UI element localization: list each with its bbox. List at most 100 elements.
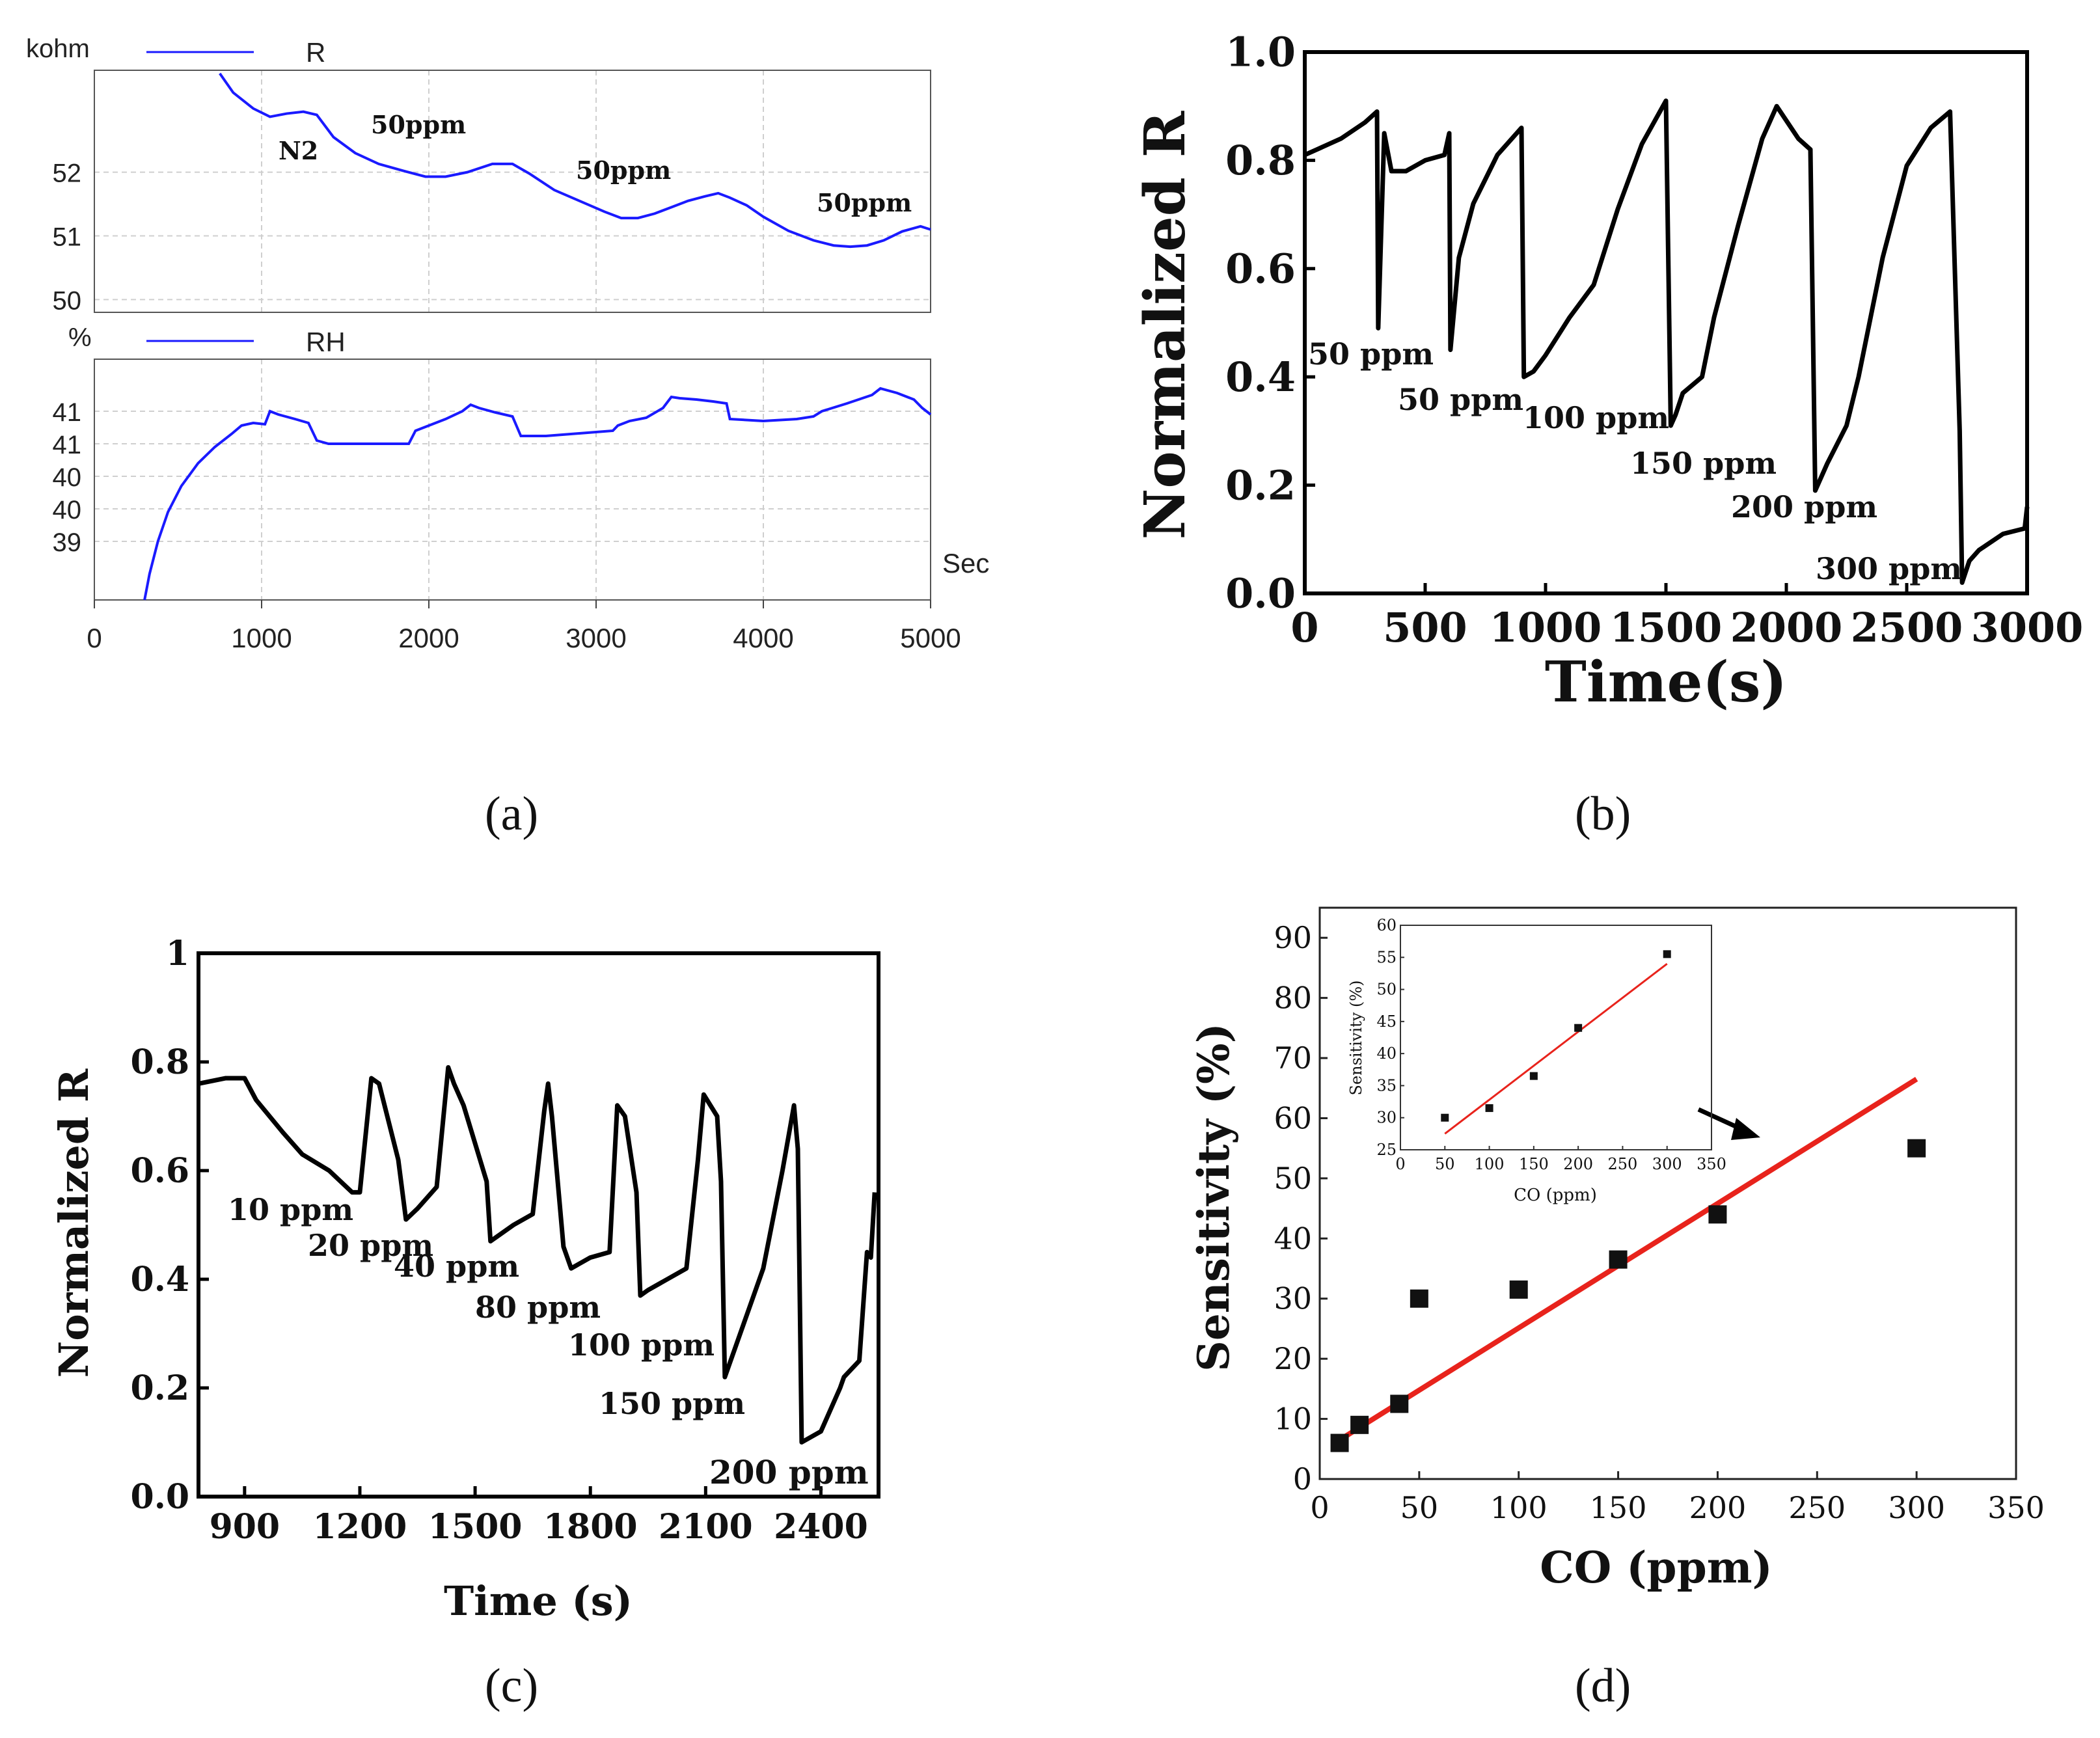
d-y-tick-label: 40 [1274, 1221, 1312, 1256]
c-annotation-3: 40 ppm [394, 1249, 519, 1284]
b-y-tick-label: 0.4 [1225, 353, 1296, 401]
c-x-tick-label: 2400 [774, 1507, 868, 1547]
inset-y-tick-label: 50 [1376, 981, 1397, 999]
c-annotation-7: 200 ppm [709, 1453, 869, 1491]
annotation-50ppm-1: 50ppm [371, 110, 466, 139]
r-unit-label: kohm [26, 34, 90, 63]
panel-a-x-tick-label: 5000 [900, 623, 961, 653]
inset-x-tick-label: 150 [1519, 1155, 1549, 1173]
annotation-50ppm-3: 50ppm [817, 188, 912, 217]
inset-y-tick-label: 60 [1376, 916, 1397, 934]
panel-b-x-label: Time(s) [1545, 649, 1787, 715]
d-y-tick-label: 80 [1274, 981, 1312, 1016]
c-y-tick-label: 0.8 [131, 1042, 189, 1082]
rh-y-tick-label: 41 [53, 431, 82, 459]
r-series-line [219, 72, 931, 249]
d-x-tick-label: 100 [1490, 1490, 1548, 1525]
inset-frame [1400, 925, 1712, 1150]
d-x-tick-label: 250 [1788, 1490, 1846, 1525]
inset-y-tick-label: 45 [1376, 1012, 1397, 1031]
inset-y-tick-label: 30 [1376, 1109, 1397, 1127]
inset-x-tick-label: 0 [1395, 1155, 1405, 1173]
inset-y-tick-label: 25 [1376, 1141, 1397, 1159]
rh-y-tick-label: 41 [53, 398, 82, 427]
rh-plot-frame [94, 359, 931, 601]
panel-c-frame [197, 951, 880, 1499]
c-annotation-2: 20 ppm [308, 1228, 433, 1263]
r-plot-grid [94, 70, 931, 312]
panel-d-fit-line [1338, 1077, 1918, 1443]
d-x-tick-label: 350 [1987, 1490, 2045, 1525]
b-x-tick-label: 2000 [1730, 604, 1843, 651]
panel-label-c: (c) [485, 1659, 538, 1713]
b-y-tick-label: 0.2 [1225, 461, 1296, 509]
panel-b-y-label: Normalized R [1132, 111, 1198, 539]
d-y-tick-label: 0 [1293, 1461, 1312, 1497]
b-x-tick-label: 2500 [1851, 604, 1963, 651]
panel-label-b: (b) [1575, 787, 1631, 841]
c-y-tick-label: 1 [166, 934, 189, 973]
panel-label-d: (d) [1575, 1659, 1631, 1713]
b-y-tick-label: 0.8 [1225, 137, 1296, 184]
panel-b-ticks: 0 500 1000 1500 2000 2500 3000 0.0 0.2 0.4 0.6 0.8 1… [1225, 29, 2083, 651]
inset-x-tick-label: 250 [1608, 1155, 1638, 1173]
b-x-tick-label: 1000 [1490, 604, 1602, 651]
r-y-tick-label: 50 [53, 286, 82, 315]
panel-a-x-tick-labels: 0 1000 2000 3000 4000 5000 [87, 600, 961, 653]
b-y-tick-label: 1.0 [1225, 29, 1296, 76]
panel-c: 900 1200 1500 1800 2100 24000.00.20.40.60.81 … [50, 934, 880, 1713]
panel-a-rh-plot: % RH 41 41 40 40 39 0 1000 2000 3000 4000 5000 Se… [53, 323, 990, 653]
rh-series-line [143, 387, 932, 601]
d-data-point [1907, 1139, 1926, 1158]
c-y-tick-label: 0.2 [131, 1368, 189, 1408]
b-annotation-5: 200 ppm [1731, 489, 1877, 524]
panel-label-a: (a) [485, 787, 538, 841]
inset-data-point [1663, 950, 1671, 958]
d-data-point [1390, 1394, 1409, 1413]
d-x-tick-label: 150 [1590, 1490, 1647, 1525]
panel-d-inset: 0 50 100 150 200 250 300 350 25 30 35 40 45 50 55 60 CO… [1347, 916, 1726, 1205]
inset-y-label: Sensitivity (%) [1347, 980, 1365, 1095]
inset-data-point [1529, 1072, 1538, 1080]
c-y-tick-label: 0.0 [131, 1477, 189, 1517]
inset-data-point [1574, 1024, 1583, 1032]
panel-d-frame [1318, 906, 2017, 1480]
panel-b: 0 500 1000 1500 2000 2500 3000 0.0 0.2 0.4 0.6 0.8 1… [1132, 29, 2083, 841]
c-annotation-4: 80 ppm [475, 1290, 601, 1325]
c-x-tick-label: 1200 [313, 1507, 407, 1547]
d-data-point [1330, 1433, 1349, 1452]
rh-y-tick-label: 39 [53, 528, 82, 557]
d-data-point [1509, 1280, 1528, 1299]
d-data-point [1609, 1250, 1628, 1269]
b-annotation-2: 50 ppm [1398, 382, 1523, 417]
c-x-tick-label: 900 [210, 1507, 280, 1547]
panel-d-data-points [1330, 1139, 1926, 1452]
b-x-tick-label: 3000 [1971, 604, 2084, 651]
panel-c-series-line [198, 1065, 877, 1445]
arrow-icon [1697, 1107, 1760, 1140]
c-x-tick-label: 1500 [428, 1507, 523, 1547]
c-annotation-5: 100 ppm [568, 1327, 715, 1363]
b-x-tick-label: 1500 [1610, 604, 1723, 651]
panel-d-x-label: CO (ppm) [1540, 1542, 1773, 1593]
panel-a-x-label: Sec [942, 548, 989, 578]
rh-y-tick-label: 40 [53, 496, 82, 524]
panel-d: 0 50 100 150 200 250 300 3500102030405060708090… [1188, 906, 2045, 1713]
inset-x-tick-label: 350 [1697, 1155, 1726, 1173]
c-annotation-6: 150 ppm [599, 1386, 745, 1421]
panel-d-y-label: Sensitivity (%) [1188, 1023, 1239, 1372]
panel-c-x-label: Time (s) [444, 1577, 633, 1625]
panel-a-x-tick-label: 0 [87, 623, 102, 653]
d-data-point [1708, 1205, 1727, 1224]
d-y-tick-label: 90 [1274, 920, 1312, 955]
annotation-n2: N2 [279, 136, 318, 165]
r-y-tick-labels: 52 51 50 [53, 159, 82, 316]
inset-ticks: 0 50 100 150 200 250 300 350 25 30 35 40 45 50 55 60 [1376, 916, 1726, 1173]
d-x-tick-label: 200 [1689, 1490, 1747, 1525]
panel-b-series-line [1303, 98, 2030, 585]
panel-c-y-label: Normalized R [50, 1068, 98, 1378]
b-annotation-4: 150 ppm [1630, 446, 1777, 481]
panel-c-ticks: 900 1200 1500 1800 2100 2400 0.0 0.2 0.4 0.6 0.8 1 [131, 934, 868, 1547]
